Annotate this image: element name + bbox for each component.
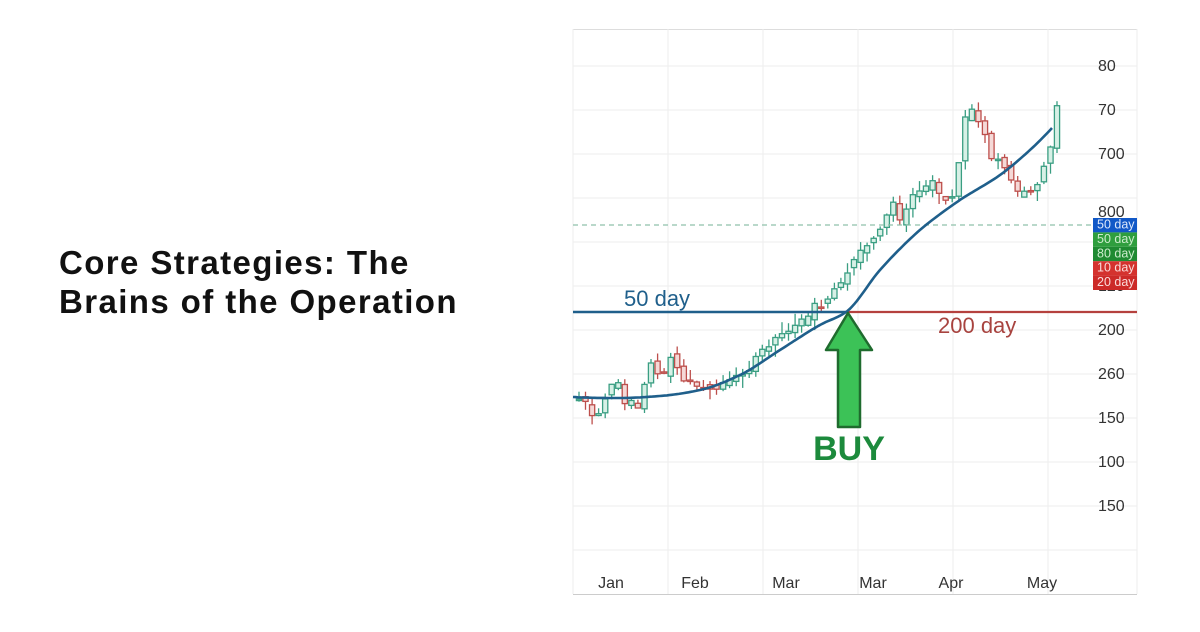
svg-text:Feb: Feb (681, 575, 709, 592)
svg-text:700: 700 (1098, 146, 1125, 163)
svg-text:Apr: Apr (939, 575, 965, 592)
svg-text:Mar: Mar (772, 575, 800, 592)
svg-text:Mar: Mar (859, 575, 887, 592)
svg-text:May: May (1027, 575, 1057, 592)
svg-text:10 day: 10 day (1097, 261, 1135, 275)
svg-text:150: 150 (1098, 410, 1125, 427)
svg-text:50 day: 50 day (624, 286, 690, 311)
svg-text:80: 80 (1098, 58, 1116, 75)
svg-text:150: 150 (1098, 498, 1125, 515)
svg-text:BUY: BUY (813, 430, 885, 468)
svg-text:260: 260 (1098, 366, 1125, 383)
svg-text:200: 200 (1098, 322, 1125, 339)
svg-text:50 day: 50 day (1097, 218, 1135, 232)
svg-text:50 day: 50 day (1097, 232, 1135, 246)
svg-text:20 day: 20 day (1097, 275, 1135, 289)
svg-text:100: 100 (1098, 454, 1125, 471)
svg-text:200 day: 200 day (938, 313, 1016, 338)
svg-text:Jan: Jan (598, 575, 624, 592)
svg-text:70: 70 (1098, 102, 1116, 119)
svg-text:80 day: 80 day (1097, 246, 1135, 260)
